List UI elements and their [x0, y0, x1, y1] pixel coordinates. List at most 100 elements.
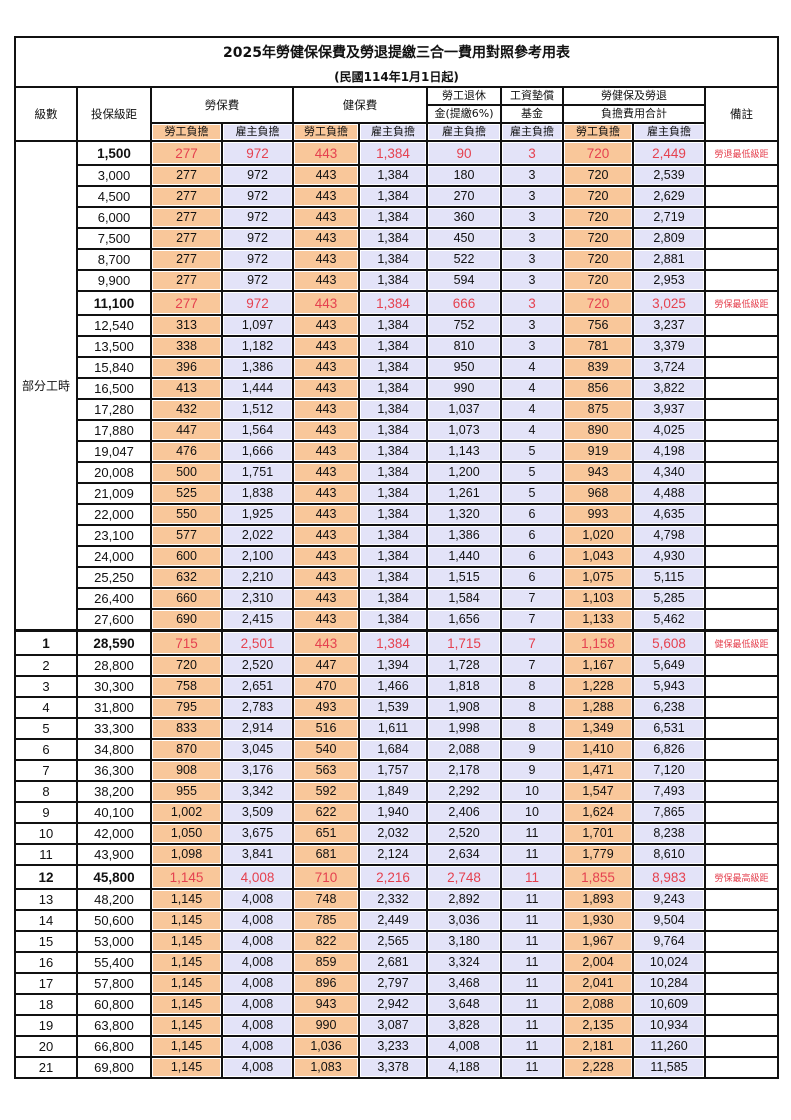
cell-health-employee: 443: [292, 566, 360, 589]
cell-level: 7: [14, 759, 78, 782]
cell-labor-employee: 413: [150, 377, 223, 400]
cell-total-employer: 9,764: [632, 930, 706, 953]
cell-total-employer: 2,629: [632, 185, 706, 208]
cell-pension-employer: 594: [426, 269, 502, 292]
table-row: 15 53,000 1,145 4,008 822 2,565 3,180 11 1,967 9,…: [14, 930, 780, 953]
cell-pension-employer: 3,036: [426, 909, 502, 932]
cell-health-employer: 2,332: [358, 888, 428, 911]
cell-total-employer: 6,238: [632, 696, 706, 719]
table-row: 18 60,800 1,145 4,008 943 2,942 3,648 11 2,088 10…: [14, 993, 780, 1016]
cell-remark: [703, 335, 780, 358]
cell-wage-fund-employer: 7: [500, 608, 564, 632]
header-salary: 投保級距: [76, 86, 152, 142]
cell-wage-fund-employer: 11: [500, 1014, 564, 1037]
cell-labor-employer: 4,008: [221, 930, 294, 953]
cell-remark: [703, 248, 780, 271]
cell-labor-employee: 577: [150, 524, 223, 547]
cell-remark: [703, 419, 780, 442]
cell-pension-employer: 1,143: [426, 440, 502, 463]
cell-labor-employee: 660: [150, 587, 223, 610]
cell-labor-employer: 1,751: [221, 461, 294, 484]
table-row: 21 69,800 1,145 4,008 1,083 3,378 4,188 11 2,228…: [14, 1056, 780, 1079]
cell-salary: 21,009: [76, 482, 152, 505]
cell-salary: 1,500: [76, 140, 152, 166]
cell-labor-employer: 2,651: [221, 675, 294, 698]
cell-total-employee: 2,004: [562, 951, 634, 974]
cell-total-employer: 10,284: [632, 972, 706, 995]
cell-total-employee: 993: [562, 503, 634, 526]
cell-health-employee: 681: [292, 843, 360, 866]
cell-salary: 20,008: [76, 461, 152, 484]
table-row: 8,700 277 972 443 1,384 522 3 720 2,881: [15, 248, 780, 271]
cell-total-employer: 10,024: [632, 951, 706, 974]
cell-remark: [703, 972, 780, 995]
cell-health-employee: 443: [292, 290, 360, 316]
cell-labor-employee: 1,145: [150, 888, 223, 911]
cell-total-employee: 1,930: [562, 909, 634, 932]
cell-labor-employer: 1,097: [221, 314, 294, 337]
cell-labor-employee: 432: [150, 398, 223, 421]
cell-pension-employer: 1,320: [426, 503, 502, 526]
cell-total-employer: 4,198: [632, 440, 706, 463]
cell-health-employee: 592: [292, 780, 360, 803]
cell-level: 5: [14, 717, 78, 740]
cell-health-employer: 1,384: [358, 314, 428, 337]
cell-labor-employee: 1,002: [150, 801, 223, 824]
cell-salary: 63,800: [76, 1014, 152, 1037]
cell-health-employee: 443: [292, 356, 360, 379]
cell-total-employee: 1,043: [562, 545, 634, 568]
cell-labor-employer: 972: [221, 206, 294, 229]
cell-labor-employee: 795: [150, 696, 223, 719]
cell-wage-fund-employer: 11: [500, 909, 564, 932]
cell-wage-fund-employer: 11: [500, 1056, 564, 1079]
table-row: 16 55,400 1,145 4,008 859 2,681 3,324 11 2,004 10…: [14, 951, 780, 974]
cell-health-employer: 1,384: [358, 545, 428, 568]
cell-salary: 25,250: [76, 566, 152, 589]
cell-salary: 34,800: [76, 738, 152, 761]
cell-total-employer: 6,531: [632, 717, 706, 740]
cell-salary: 53,000: [76, 930, 152, 953]
cell-total-employee: 1,893: [562, 888, 634, 911]
header-remarks: 備註: [703, 86, 780, 142]
cell-health-employee: 1,036: [292, 1035, 360, 1058]
cell-labor-employer: 4,008: [221, 1056, 294, 1079]
cell-total-employer: 4,488: [632, 482, 706, 505]
cell-level: 17: [14, 972, 78, 995]
cell-remark: [703, 1035, 780, 1058]
cell-wage-fund-employer: 7: [500, 587, 564, 610]
cell-remark: [703, 717, 780, 740]
cell-salary: 43,900: [76, 843, 152, 866]
table-row: 11,100 277 972 443 1,384 666 3 720 3,025 勞保最低級距: [15, 290, 780, 316]
cell-labor-employer: 3,342: [221, 780, 294, 803]
header-health-insurance: 健保費: [292, 86, 428, 124]
table-row: 20,008 500 1,751 443 1,384 1,200 5 943 4,340: [15, 461, 780, 484]
cell-wage-fund-employer: 3: [500, 206, 564, 229]
cell-wage-fund-employer: 5: [500, 461, 564, 484]
cell-total-employer: 3,724: [632, 356, 706, 379]
cell-wage-fund-employer: 3: [500, 164, 564, 187]
table-subtitle: (民國114年1月1日起): [13, 66, 780, 88]
cell-total-employee: 890: [562, 419, 634, 442]
cell-salary: 50,600: [76, 909, 152, 932]
cell-health-employee: 443: [292, 269, 360, 292]
cell-remark: [703, 314, 780, 337]
cell-remark: [703, 227, 780, 250]
table-row: 24,000 600 2,100 443 1,384 1,440 6 1,043 4,930: [15, 545, 780, 568]
cell-total-employee: 720: [562, 140, 634, 166]
cell-remark: 勞保最低級距: [703, 290, 780, 316]
table-row: 26,400 660 2,310 443 1,384 1,584 7 1,103 5,285: [15, 587, 780, 610]
cell-pension-employer: 1,386: [426, 524, 502, 547]
cell-health-employee: 785: [292, 909, 360, 932]
cell-total-employer: 7,865: [632, 801, 706, 824]
cell-salary: 28,800: [76, 654, 152, 677]
cell-total-employer: 5,285: [632, 587, 706, 610]
cell-wage-fund-employer: 4: [500, 356, 564, 379]
cell-level: 10: [14, 822, 78, 845]
cell-health-employer: 1,384: [358, 356, 428, 379]
cell-total-employer: 2,881: [632, 248, 706, 271]
cell-pension-employer: 4,008: [426, 1035, 502, 1058]
cell-pension-employer: 1,037: [426, 398, 502, 421]
table-row: 22,000 550 1,925 443 1,384 1,320 6 993 4,635: [15, 503, 780, 526]
header-health-employee: 勞工負擔: [292, 122, 360, 142]
cell-pension-employer: 270: [426, 185, 502, 208]
